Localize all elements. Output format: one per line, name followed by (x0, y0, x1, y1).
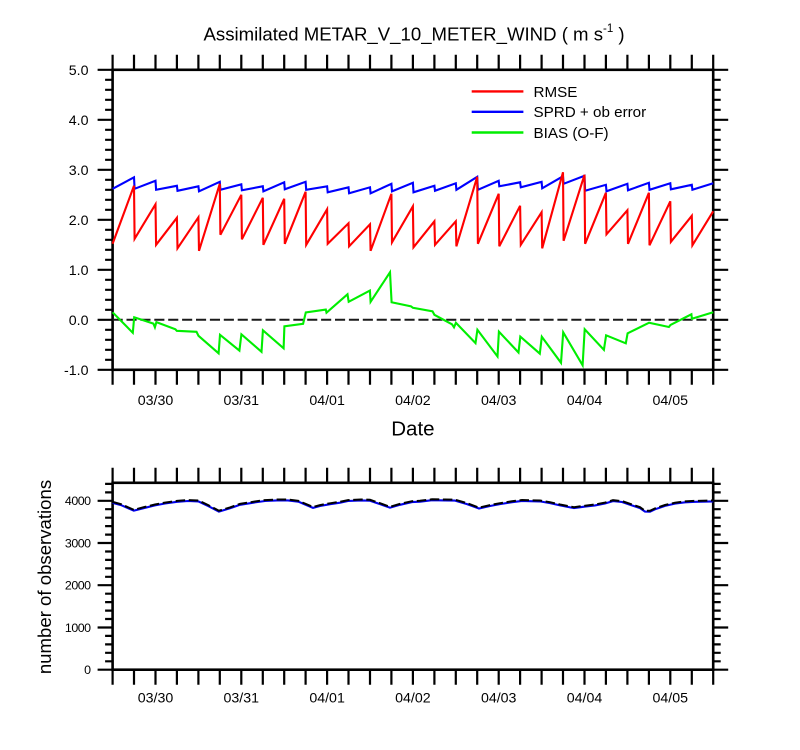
svg-text:4000: 4000 (65, 494, 91, 508)
svg-text:2.0: 2.0 (69, 213, 89, 229)
svg-text:04/04: 04/04 (567, 691, 603, 707)
svg-text:5.0: 5.0 (69, 63, 89, 79)
svg-text:2000: 2000 (65, 579, 91, 593)
svg-text:1000: 1000 (65, 621, 91, 635)
svg-text:04/01: 04/01 (309, 393, 345, 409)
svg-text:04/03: 04/03 (481, 393, 517, 409)
svg-text:Assimilated METAR_V_10_METER_W: Assimilated METAR_V_10_METER_WIND ( m s-… (204, 23, 625, 46)
svg-text:04/05: 04/05 (653, 691, 689, 707)
svg-text:04/04: 04/04 (567, 393, 603, 409)
svg-text:SPRD + ob error: SPRD + ob error (534, 104, 647, 121)
svg-text:04/02: 04/02 (395, 691, 431, 707)
svg-text:03/31: 03/31 (224, 393, 260, 409)
svg-text:04/05: 04/05 (653, 393, 689, 409)
svg-text:4.0: 4.0 (69, 113, 89, 129)
svg-text:04/03: 04/03 (481, 691, 517, 707)
svg-text:04/02: 04/02 (395, 393, 431, 409)
svg-text:3.0: 3.0 (69, 163, 89, 179)
svg-text:3000: 3000 (65, 536, 91, 550)
svg-text:Date: Date (391, 418, 434, 441)
svg-text:-1.0: -1.0 (64, 363, 89, 379)
svg-text:0: 0 (84, 663, 91, 677)
svg-text:BIAS (O-F): BIAS (O-F) (534, 125, 609, 142)
svg-text:03/31: 03/31 (224, 691, 260, 707)
svg-text:number of observations: number of observations (34, 480, 55, 674)
svg-text:03/30: 03/30 (138, 393, 174, 409)
svg-text:04/01: 04/01 (309, 691, 345, 707)
svg-text:03/30: 03/30 (138, 691, 174, 707)
svg-text:0.0: 0.0 (69, 313, 89, 329)
svg-text:1.0: 1.0 (69, 263, 89, 279)
svg-text:RMSE: RMSE (534, 84, 578, 101)
